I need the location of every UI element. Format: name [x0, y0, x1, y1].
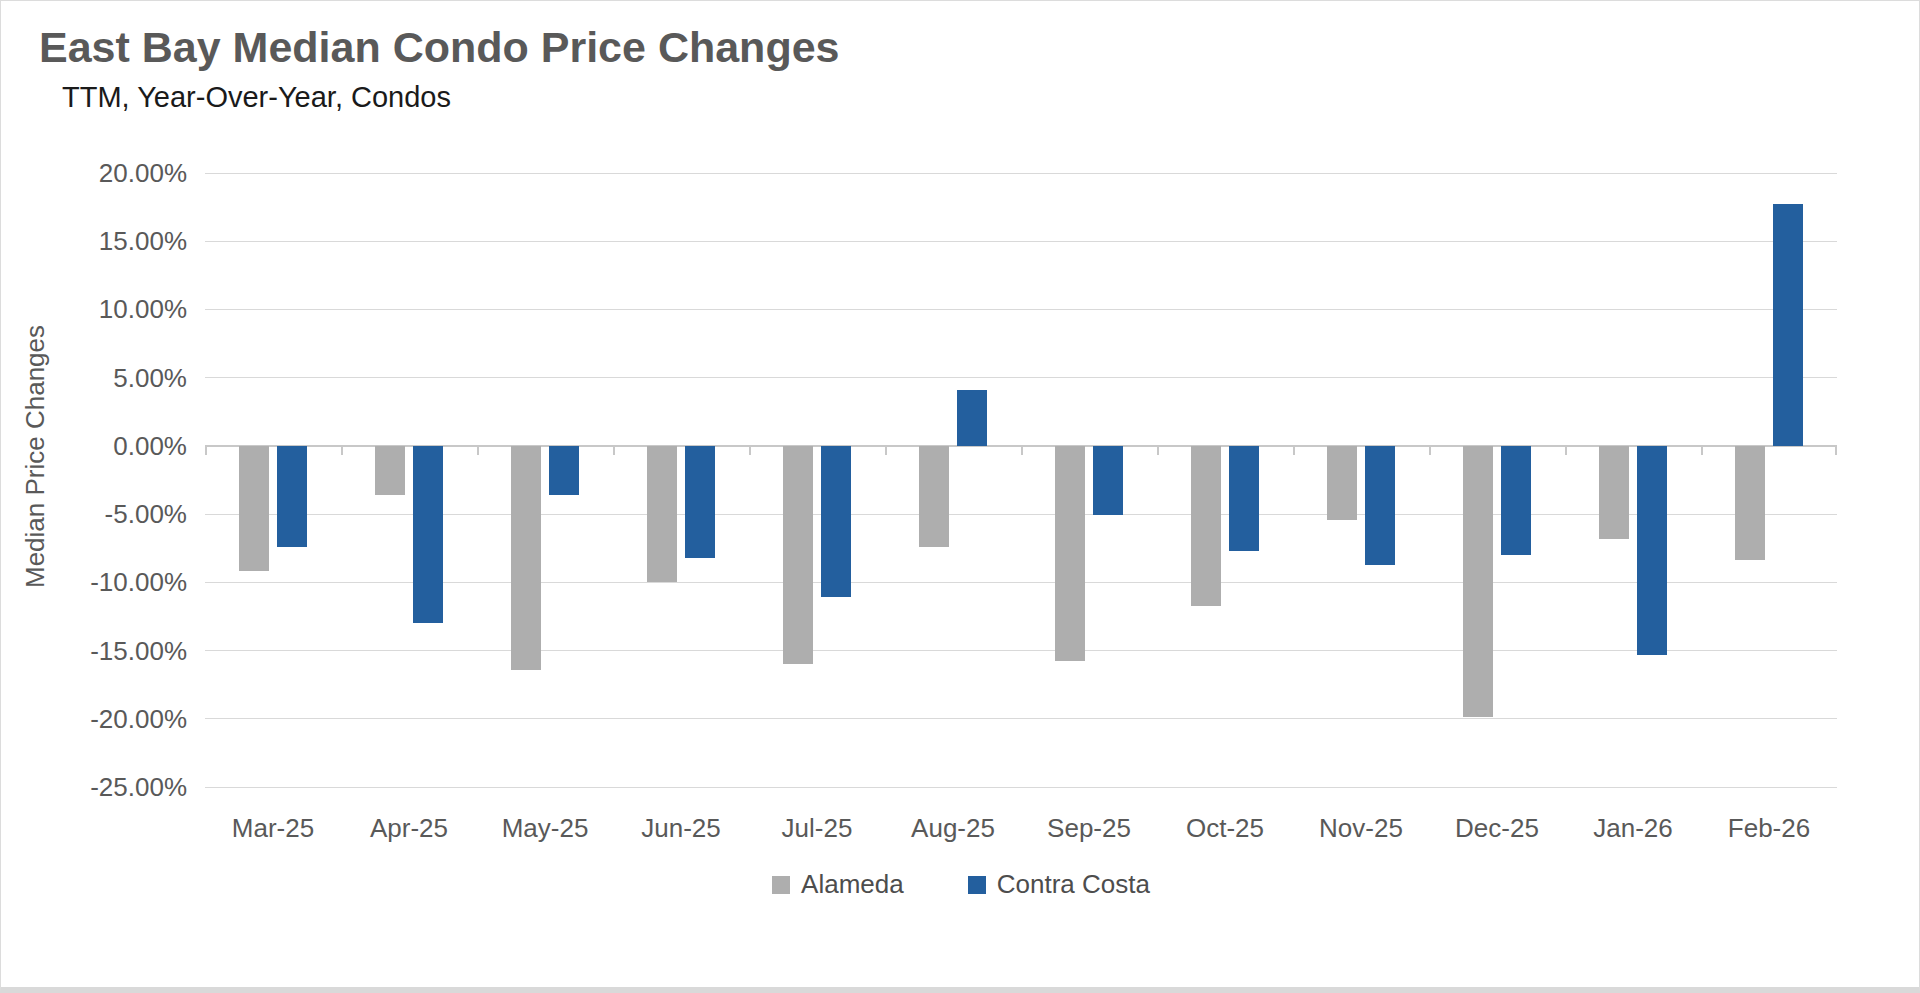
bar-alameda-feb-26 — [1735, 446, 1765, 561]
legend-item-contra-costa: Contra Costa — [968, 869, 1150, 900]
x-axis-tick — [1293, 446, 1295, 455]
x-tick-label: Jul-25 — [749, 813, 885, 844]
x-axis-tick — [477, 446, 479, 455]
y-tick-label: 15.00% — [1, 226, 187, 257]
x-tick-label: May-25 — [477, 813, 613, 844]
bar-contra-costa-may-25 — [549, 446, 579, 495]
y-tick-label: -10.00% — [1, 567, 187, 598]
bar-alameda-aug-25 — [919, 446, 949, 547]
x-axis-tick — [1565, 446, 1567, 455]
bar-contra-costa-feb-26 — [1773, 204, 1803, 446]
gridline — [205, 582, 1837, 583]
x-axis-tick — [885, 446, 887, 455]
y-tick-label: -20.00% — [1, 704, 187, 735]
y-tick-label: 0.00% — [1, 431, 187, 462]
legend-item-alameda: Alameda — [772, 869, 904, 900]
x-axis-tick — [1021, 446, 1023, 455]
bar-alameda-nov-25 — [1327, 446, 1357, 520]
chart-title: East Bay Median Condo Price Changes — [39, 23, 839, 72]
legend-swatch-icon — [968, 876, 986, 894]
x-axis-tick — [205, 446, 207, 455]
bar-contra-costa-nov-25 — [1365, 446, 1395, 565]
y-tick-label: 5.00% — [1, 363, 187, 394]
y-tick-label: -25.00% — [1, 772, 187, 803]
bar-alameda-may-25 — [511, 446, 541, 670]
x-axis-tick — [1835, 446, 1837, 455]
x-tick-label: Apr-25 — [341, 813, 477, 844]
bar-alameda-sep-25 — [1055, 446, 1085, 662]
bar-contra-costa-aug-25 — [957, 390, 987, 446]
y-tick-label: -5.00% — [1, 499, 187, 530]
bar-contra-costa-dec-25 — [1501, 446, 1531, 555]
gridline — [205, 514, 1837, 515]
chart-canvas: East Bay Median Condo Price Changes TTM,… — [0, 0, 1920, 993]
bar-contra-costa-apr-25 — [413, 446, 443, 623]
legend: Alameda Contra Costa — [1, 869, 1920, 900]
bar-alameda-jun-25 — [647, 446, 677, 582]
x-tick-label: Nov-25 — [1293, 813, 1429, 844]
x-axis-tick — [1157, 446, 1159, 455]
x-tick-label: Jun-25 — [613, 813, 749, 844]
bar-contra-costa-jun-25 — [685, 446, 715, 558]
gridline — [205, 650, 1837, 651]
legend-swatch-icon — [772, 876, 790, 894]
x-tick-label: Oct-25 — [1157, 813, 1293, 844]
x-axis-tick — [1429, 446, 1431, 455]
y-axis-tick-labels: 20.00%15.00%10.00%5.00%0.00%-5.00%-10.00… — [1, 173, 187, 787]
bar-contra-costa-oct-25 — [1229, 446, 1259, 551]
bar-alameda-mar-25 — [239, 446, 269, 572]
bar-alameda-jul-25 — [783, 446, 813, 664]
bar-contra-costa-jan-26 — [1637, 446, 1667, 655]
x-tick-label: Jan-26 — [1565, 813, 1701, 844]
x-axis-tick — [613, 446, 615, 455]
x-axis-tick — [341, 446, 343, 455]
gridline — [205, 787, 1837, 788]
x-axis-labels: Mar-25Apr-25May-25Jun-25Jul-25Aug-25Sep-… — [205, 813, 1837, 849]
gridline — [205, 377, 1837, 378]
y-tick-label: -15.00% — [1, 636, 187, 667]
plot-area — [205, 173, 1837, 787]
x-tick-label: Mar-25 — [205, 813, 341, 844]
gridline — [205, 173, 1837, 174]
x-tick-label: Aug-25 — [885, 813, 1021, 844]
x-tick-label: Dec-25 — [1429, 813, 1565, 844]
gridline — [205, 309, 1837, 310]
y-tick-label: 10.00% — [1, 294, 187, 325]
gridline — [205, 718, 1837, 719]
bar-contra-costa-mar-25 — [277, 446, 307, 547]
bar-contra-costa-sep-25 — [1093, 446, 1123, 516]
bar-alameda-oct-25 — [1191, 446, 1221, 606]
legend-label: Alameda — [801, 869, 904, 900]
bar-alameda-apr-25 — [375, 446, 405, 495]
x-tick-label: Feb-26 — [1701, 813, 1837, 844]
x-axis-tick — [1701, 446, 1703, 455]
x-axis-tick — [749, 446, 751, 455]
x-tick-label: Sep-25 — [1021, 813, 1157, 844]
bar-alameda-dec-25 — [1463, 446, 1493, 718]
legend-label: Contra Costa — [997, 869, 1150, 900]
gridline — [205, 241, 1837, 242]
chart-subtitle: TTM, Year-Over-Year, Condos — [62, 81, 451, 114]
bar-contra-costa-jul-25 — [821, 446, 851, 597]
bar-alameda-jan-26 — [1599, 446, 1629, 539]
y-tick-label: 20.00% — [1, 158, 187, 189]
